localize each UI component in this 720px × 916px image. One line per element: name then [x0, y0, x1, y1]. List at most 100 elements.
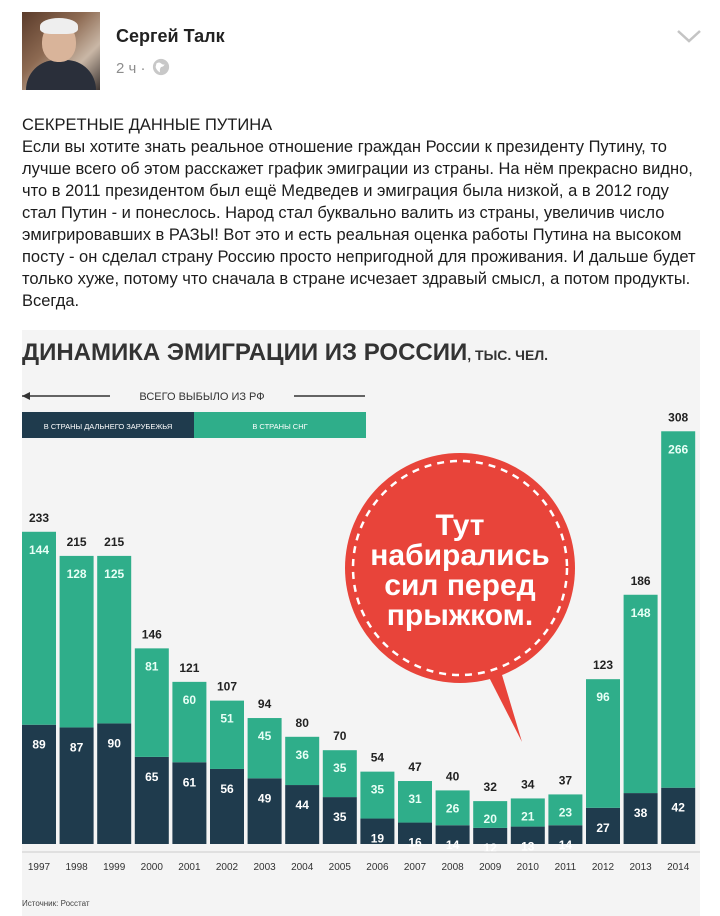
bar-label-total: 32	[484, 780, 498, 794]
bar-label-total: 37	[559, 773, 573, 787]
bar-label-far-abroad: 87	[70, 740, 84, 754]
bar-label-far-abroad: 35	[333, 810, 347, 824]
bar-far-abroad	[134, 756, 169, 844]
bar-label-total: 123	[593, 658, 613, 672]
annotation-text-line: Тут	[436, 509, 485, 542]
chart-source: Источник: Росстат	[22, 899, 90, 908]
author-name[interactable]: Сергей Талк	[116, 26, 225, 46]
bar-label-far-abroad: 49	[258, 791, 272, 805]
bar-far-abroad	[623, 793, 658, 844]
x-tick-label: 2004	[291, 862, 314, 873]
bar-far-abroad	[322, 797, 357, 844]
bar-cis	[247, 718, 282, 779]
bubble-dashed-border	[351, 459, 569, 677]
bar-label-total: 54	[371, 751, 385, 765]
annotation-text-line: набирались	[370, 539, 549, 572]
x-tick-label: 1998	[65, 862, 88, 873]
bar-label-far-abroad: 27	[596, 821, 610, 835]
bar-label-far-abroad: 56	[220, 782, 234, 796]
bar-label-far-abroad: 14	[446, 838, 460, 852]
bar-far-abroad	[97, 723, 132, 844]
bar-label-far-abroad: 12	[484, 841, 498, 855]
bar-far-abroad	[435, 825, 470, 844]
bar-far-abroad	[586, 807, 620, 844]
bar-label-far-abroad: 89	[32, 738, 46, 752]
legend-far-abroad	[22, 412, 194, 438]
bar-cis	[134, 648, 169, 757]
bar-label-far-abroad: 13	[521, 840, 535, 854]
bar-label-far-abroad: 65	[145, 770, 159, 784]
bar-cis	[548, 794, 583, 826]
bar-label-total: 94	[258, 697, 272, 711]
post-time[interactable]: 2 ч ·	[116, 60, 146, 77]
x-tick-label: 2001	[178, 862, 201, 873]
bar-label-total: 47	[408, 760, 422, 774]
bar-cis	[22, 531, 56, 725]
bar-label-total: 233	[29, 511, 49, 525]
bar-far-abroad	[285, 785, 320, 844]
bar-label-cis: 45	[258, 729, 272, 743]
annotation-text-line: сил перед	[384, 569, 535, 602]
x-tick-label: 2011	[555, 862, 577, 873]
author-avatar[interactable]	[22, 12, 100, 90]
bar-label-cis: 26	[446, 801, 460, 815]
bar-label-cis: 125	[104, 567, 124, 581]
bar-label-cis: 60	[183, 693, 197, 707]
x-tick-label: 2005	[329, 862, 352, 873]
legend-total-label: ВСЕГО ВЫБЫЛО ИЗ РФ	[139, 391, 264, 403]
bar-far-abroad	[59, 727, 94, 844]
bar-far-abroad	[247, 778, 282, 844]
bar-label-cis: 144	[29, 543, 49, 557]
bar-label-cis: 21	[521, 809, 535, 823]
bar-label-cis: 23	[559, 805, 573, 819]
legend-cis	[194, 412, 366, 438]
bar-label-total: 146	[142, 627, 162, 641]
legend-total-bg	[110, 387, 294, 403]
bar-far-abroad	[22, 724, 56, 844]
bar-label-cis: 81	[145, 659, 159, 673]
bar-label-cis: 148	[631, 606, 651, 620]
legend-cis-label: В СТРАНЫ СНГ	[252, 422, 307, 431]
x-tick-label: 2003	[253, 862, 276, 873]
annotation-text-line: прыжком.	[387, 599, 533, 632]
x-tick-label: 2008	[441, 862, 464, 873]
x-tick-label: 2012	[592, 862, 615, 873]
x-tick-label: 2006	[366, 862, 389, 873]
bar-far-abroad	[661, 787, 696, 844]
bar-far-abroad	[210, 768, 244, 844]
bar-far-abroad	[510, 826, 545, 844]
x-tick-label: 1999	[103, 862, 126, 873]
bar-cis	[623, 594, 658, 794]
bar-label-cis: 51	[220, 712, 234, 726]
bar-label-total: 308	[668, 410, 688, 424]
bar-cis	[435, 790, 470, 826]
bar-label-total: 215	[67, 535, 87, 549]
bar-label-far-abroad: 16	[408, 836, 422, 850]
bar-label-far-abroad: 19	[371, 832, 385, 846]
globe-icon	[152, 58, 170, 76]
bar-cis	[398, 781, 432, 823]
bar-label-total: 34	[521, 777, 535, 791]
legend-arrow-head	[22, 392, 30, 400]
bar-label-cis: 31	[408, 792, 422, 806]
bar-label-cis: 266	[668, 442, 688, 456]
bar-cis	[473, 801, 508, 828]
bar-label-cis: 128	[67, 567, 87, 581]
bar-label-total: 40	[446, 769, 460, 783]
x-tick-label: 2002	[216, 862, 239, 873]
annotation-bubble	[345, 453, 575, 683]
bar-label-far-abroad: 90	[108, 736, 122, 750]
bar-label-total: 80	[296, 716, 310, 730]
bar-far-abroad	[172, 762, 207, 844]
bar-label-far-abroad: 42	[672, 801, 686, 815]
x-tick-label: 2000	[141, 862, 164, 873]
bar-label-cis: 20	[484, 812, 498, 826]
chevron-down-icon[interactable]	[676, 28, 702, 44]
bar-cis	[586, 679, 620, 808]
bar-label-far-abroad: 38	[634, 806, 648, 820]
bar-cis	[322, 750, 357, 798]
bar-label-total: 70	[333, 729, 347, 743]
post-text: СЕКРЕТНЫЕ ДАННЫЕ ПУТИНА Если вы хотите з…	[22, 114, 702, 312]
bar-far-abroad	[473, 827, 508, 844]
bar-label-total: 107	[217, 680, 237, 694]
